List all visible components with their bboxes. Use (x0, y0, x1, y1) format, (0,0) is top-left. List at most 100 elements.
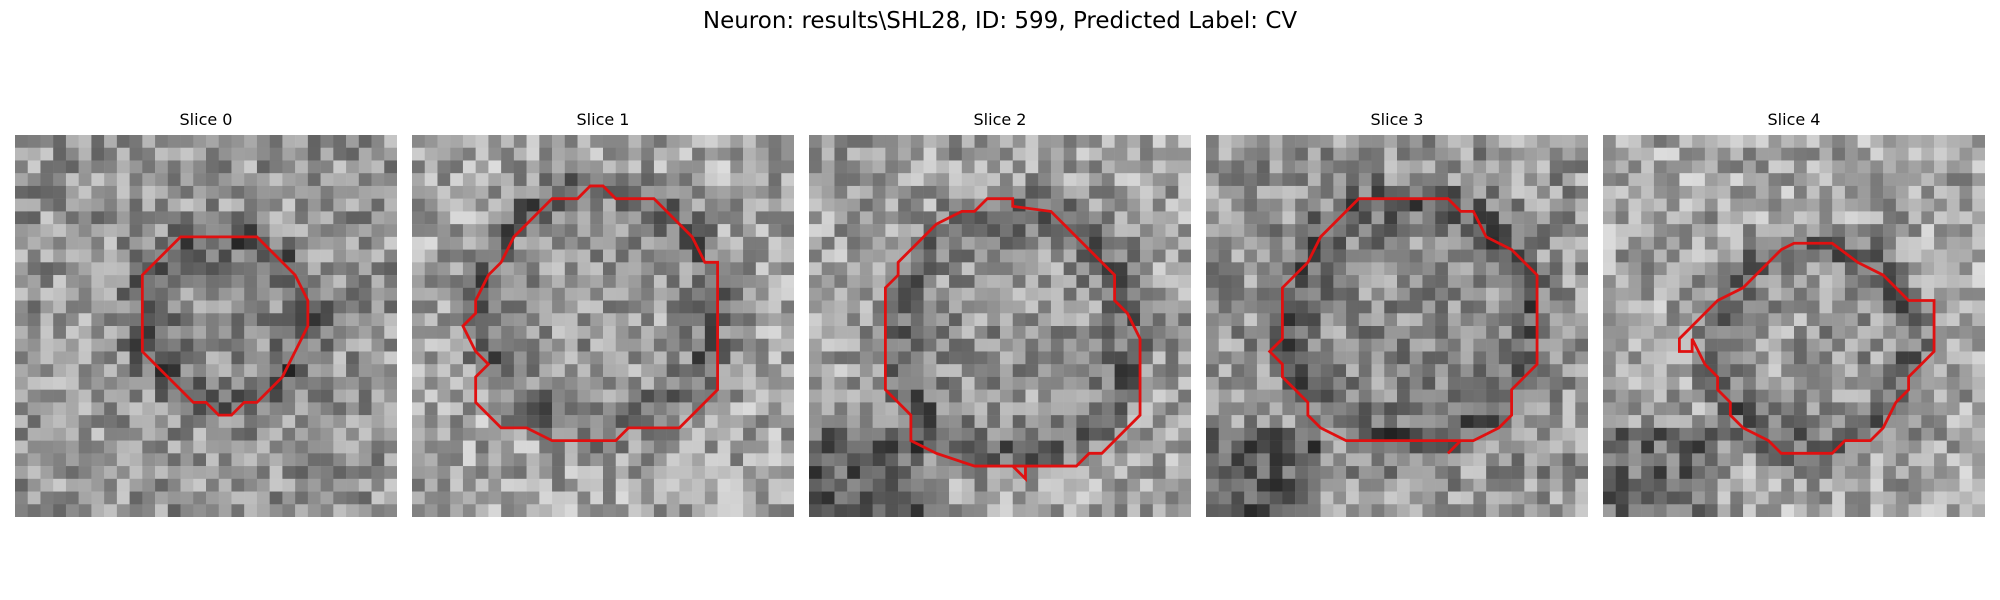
pixel (1218, 504, 1232, 517)
pixel (1256, 478, 1270, 492)
pixel (1089, 376, 1103, 390)
pixel (1972, 351, 1985, 365)
pixel (1717, 249, 1731, 263)
pixel (1050, 338, 1064, 352)
pixel (1307, 351, 1321, 365)
pixel (1844, 440, 1858, 454)
pixel (1628, 504, 1642, 517)
pixel (590, 300, 604, 314)
pixel (65, 135, 79, 148)
pixel (78, 275, 92, 289)
pixel (1447, 466, 1461, 480)
pixel (821, 249, 835, 263)
pixel (1806, 173, 1820, 187)
pixel (1447, 326, 1461, 339)
pixel (180, 415, 194, 429)
pixel (1152, 173, 1166, 187)
pixel (1025, 504, 1039, 517)
pixel (1844, 491, 1858, 505)
pixel (1384, 300, 1398, 314)
pixel (1178, 440, 1191, 454)
pixel (231, 364, 245, 378)
pixel (116, 160, 130, 174)
pixel (1794, 427, 1807, 441)
pixel (936, 491, 950, 505)
pixel (1498, 262, 1512, 276)
pixel (462, 364, 476, 378)
pixel (1384, 326, 1398, 339)
pixel (885, 376, 899, 390)
pixel (1498, 185, 1512, 199)
pixel (1857, 466, 1871, 480)
pixel (1959, 453, 1973, 467)
pixel (1768, 300, 1782, 314)
pixel (333, 402, 347, 416)
pixel (142, 364, 156, 378)
pixel (1384, 453, 1398, 467)
pixel (1231, 160, 1245, 174)
pixel (1704, 236, 1718, 250)
pixel (78, 338, 92, 352)
pixel (1575, 376, 1588, 390)
pixel (1320, 300, 1334, 314)
pixel (539, 287, 553, 301)
pixel (666, 338, 680, 352)
pixel (974, 211, 988, 225)
pixel (513, 287, 527, 301)
pixel (1959, 504, 1973, 517)
pixel (1063, 427, 1077, 441)
pixel (834, 275, 848, 289)
pixel (155, 376, 169, 390)
pixel (1218, 351, 1232, 365)
pixel (910, 466, 924, 480)
pixel (78, 211, 92, 225)
pixel (821, 224, 835, 238)
pixel (1063, 415, 1077, 429)
pixel (320, 491, 334, 505)
pixel (1666, 224, 1680, 238)
pixel (974, 224, 988, 238)
pixel (193, 466, 207, 480)
pixel (692, 415, 706, 429)
pixel (539, 236, 553, 250)
pixel (1641, 160, 1655, 174)
pixel (104, 185, 118, 199)
pixel (488, 326, 502, 339)
pixel (1615, 478, 1629, 492)
pixel (1524, 389, 1538, 403)
pixel (743, 376, 757, 390)
pixel (206, 364, 219, 378)
pixel (1089, 478, 1103, 492)
pixel (1781, 173, 1795, 187)
pixel (1486, 211, 1500, 225)
pixel (564, 249, 578, 263)
pixel (282, 478, 296, 492)
pixel (1743, 135, 1757, 148)
pixel (1575, 198, 1588, 212)
pixel (1717, 478, 1731, 492)
pixel (1653, 173, 1667, 187)
pixel (987, 338, 1001, 352)
pixel (1959, 466, 1973, 480)
pixel (1178, 466, 1191, 480)
pixel (1844, 287, 1858, 301)
pixel (1934, 440, 1948, 454)
pixel (1755, 491, 1769, 505)
pixel (1692, 160, 1706, 174)
pixel (781, 440, 794, 454)
pixel (1397, 198, 1410, 212)
pixel (1012, 185, 1026, 199)
pixel (53, 287, 67, 301)
pixel (1089, 275, 1103, 289)
pixel (1231, 478, 1245, 492)
pixel (295, 313, 309, 327)
pixel (526, 262, 540, 276)
pixel (1549, 402, 1563, 416)
pixel (1921, 275, 1935, 289)
pixel (704, 351, 718, 365)
pixel (65, 287, 79, 301)
pixel (1346, 351, 1360, 365)
pixel (1218, 453, 1232, 467)
pixel (564, 478, 578, 492)
pixel (437, 236, 451, 250)
